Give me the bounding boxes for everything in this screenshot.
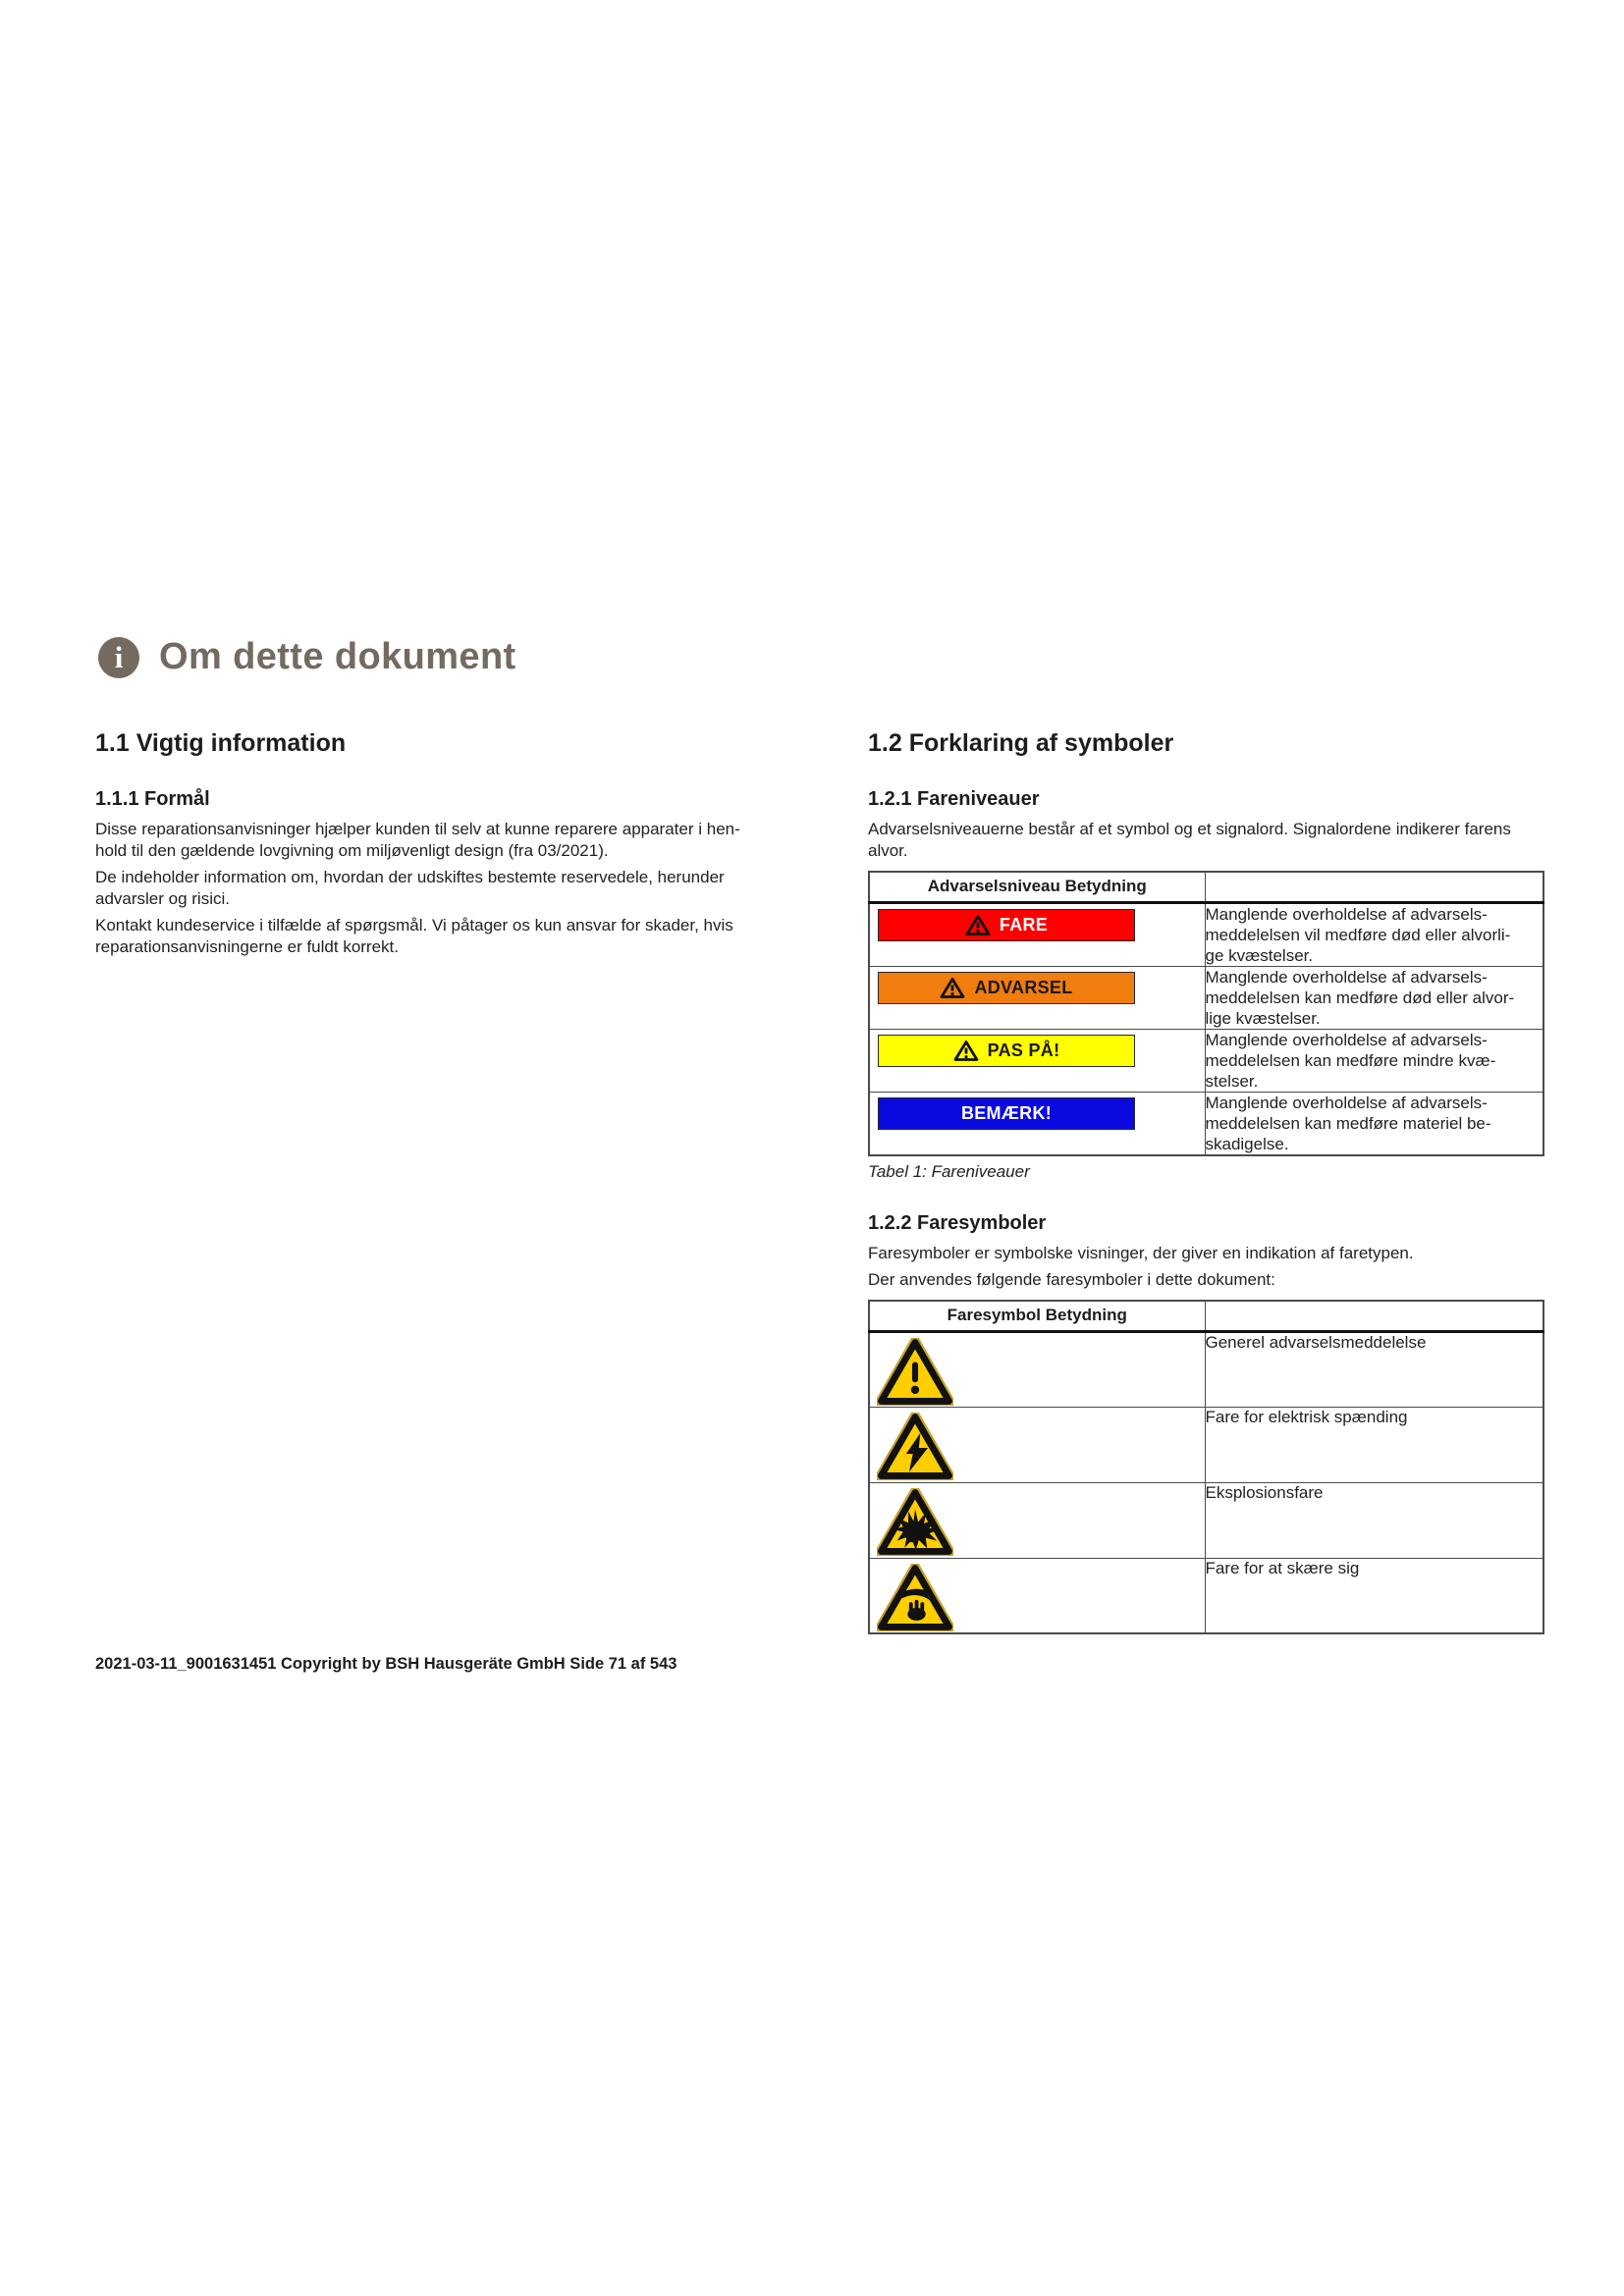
- right-column: 1.2 Forklaring af symboler 1.2.1 Fareniv…: [868, 729, 1544, 1634]
- signal-word: ADVARSEL: [974, 977, 1073, 997]
- warning-triangle-icon: [940, 977, 965, 999]
- danger-levels-header: Advarselsniveau Betydning: [869, 871, 1206, 904]
- danger-level-meaning: Manglende overholdelse af advarsels- med…: [1204, 965, 1544, 1030]
- left-column: 1.1 Vigtig information 1.1.1 Formål Diss…: [95, 729, 806, 963]
- table-caption: Tabel 1: Fareniveauer: [868, 1161, 1030, 1181]
- hazard-symbol-meaning: Generel advarselsmeddelelse: [1204, 1330, 1544, 1408]
- danger-level-meaning: Manglende overholdelse af advarsels- med…: [1204, 901, 1544, 967]
- table-row: Eksplosionsfare: [868, 1481, 1544, 1559]
- paragraph-symbols-1: Faresymboler er symbolske visninger, der…: [868, 1243, 1414, 1262]
- hazard-symbols-table: Faresymbol Betydning Generel advarselsm: [868, 1299, 1544, 1634]
- page-footer: 2021-03-11_9001631451 Copyright by BSH H…: [95, 1655, 677, 1673]
- info-icon-glyph: i: [114, 640, 124, 674]
- general-warning-icon: [877, 1337, 953, 1406]
- hazard-symbol-meaning: Fare for at skære sig: [1204, 1557, 1544, 1634]
- table-row: FARE Manglende overholdelse af advarsels…: [868, 901, 1544, 967]
- explosion-icon: [877, 1487, 953, 1556]
- page-title: Om dette dokument: [159, 636, 516, 677]
- danger-levels-header-empty: [1205, 871, 1543, 904]
- signal-banner-pas-pa: PAS PÅ!: [878, 1034, 1135, 1067]
- danger-level-meaning: Manglende overholdelse af advarsels- med…: [1204, 1091, 1544, 1155]
- document-title-block: i Om dette dokument: [98, 636, 516, 678]
- signal-banner-fare: FARE: [878, 908, 1135, 941]
- paragraph-purpose-2: De indeholder information om, hvordan de…: [95, 867, 725, 908]
- hazard-symbols-header-row: Faresymbol Betydning: [869, 1300, 1543, 1333]
- table-row: Generel advarselsmeddelelse: [868, 1330, 1544, 1408]
- danger-level-meaning: Manglende overholdelse af advarsels- med…: [1204, 1028, 1544, 1093]
- danger-levels-header-row: Advarselsniveau Betydning: [869, 871, 1543, 904]
- hazard-symbols-header-empty: [1205, 1300, 1543, 1333]
- warning-triangle-icon: [953, 1040, 979, 1062]
- hazard-symbols-header: Faresymbol Betydning: [869, 1300, 1206, 1333]
- signal-word: BEMÆRK!: [960, 1102, 1053, 1123]
- electric-voltage-icon: [877, 1412, 953, 1480]
- section-heading-1-2: 1.2 Forklaring af symboler: [868, 729, 1174, 757]
- subsection-heading-1-2-1: 1.2.1 Fareniveauer: [868, 787, 1040, 810]
- section-heading-1-1: 1.1 Vigtig information: [95, 729, 347, 757]
- table-row: ADVARSEL Manglende overholdelse af advar…: [868, 965, 1544, 1030]
- signal-word: PAS PÅ!: [987, 1040, 1060, 1060]
- hazard-symbol-meaning: Fare for elektrisk spænding: [1204, 1406, 1544, 1483]
- table-row: BEMÆRK! Manglende overholdelse af advars…: [868, 1091, 1544, 1155]
- table-row: Fare for elektrisk spænding: [868, 1406, 1544, 1483]
- cut-hazard-icon: [877, 1563, 953, 1631]
- subsection-heading-1-2-2: 1.2.2 Faresymboler: [868, 1211, 1047, 1234]
- danger-levels-table: Advarselsniveau Betydning FARE Manglen: [868, 870, 1544, 1156]
- subsection-heading-1-1-1: 1.1.1 Formål: [95, 787, 210, 810]
- paragraph-symbols-2: Der anvendes følgende faresymboler i det…: [868, 1269, 1275, 1289]
- hazard-symbol-meaning: Eksplosionsfare: [1204, 1481, 1544, 1559]
- table-row: Fare for at skære sig: [868, 1557, 1544, 1634]
- signal-banner-bemaerk: BEMÆRK!: [878, 1096, 1135, 1130]
- table-row: PAS PÅ! Manglende overholdelse af advars…: [868, 1028, 1544, 1093]
- warning-triangle-icon: [965, 914, 991, 936]
- paragraph-danger-levels-intro: Advarselsniveauerne består af et symbol …: [868, 819, 1511, 860]
- info-icon: i: [98, 636, 139, 678]
- paragraph-purpose-3: Kontakt kundeservice i tilfælde af spørg…: [95, 915, 733, 956]
- signal-banner-advarsel: ADVARSEL: [878, 971, 1135, 1004]
- paragraph-purpose-1: Disse reparationsanvisninger hjælper kun…: [95, 819, 740, 860]
- signal-word: FARE: [999, 914, 1049, 934]
